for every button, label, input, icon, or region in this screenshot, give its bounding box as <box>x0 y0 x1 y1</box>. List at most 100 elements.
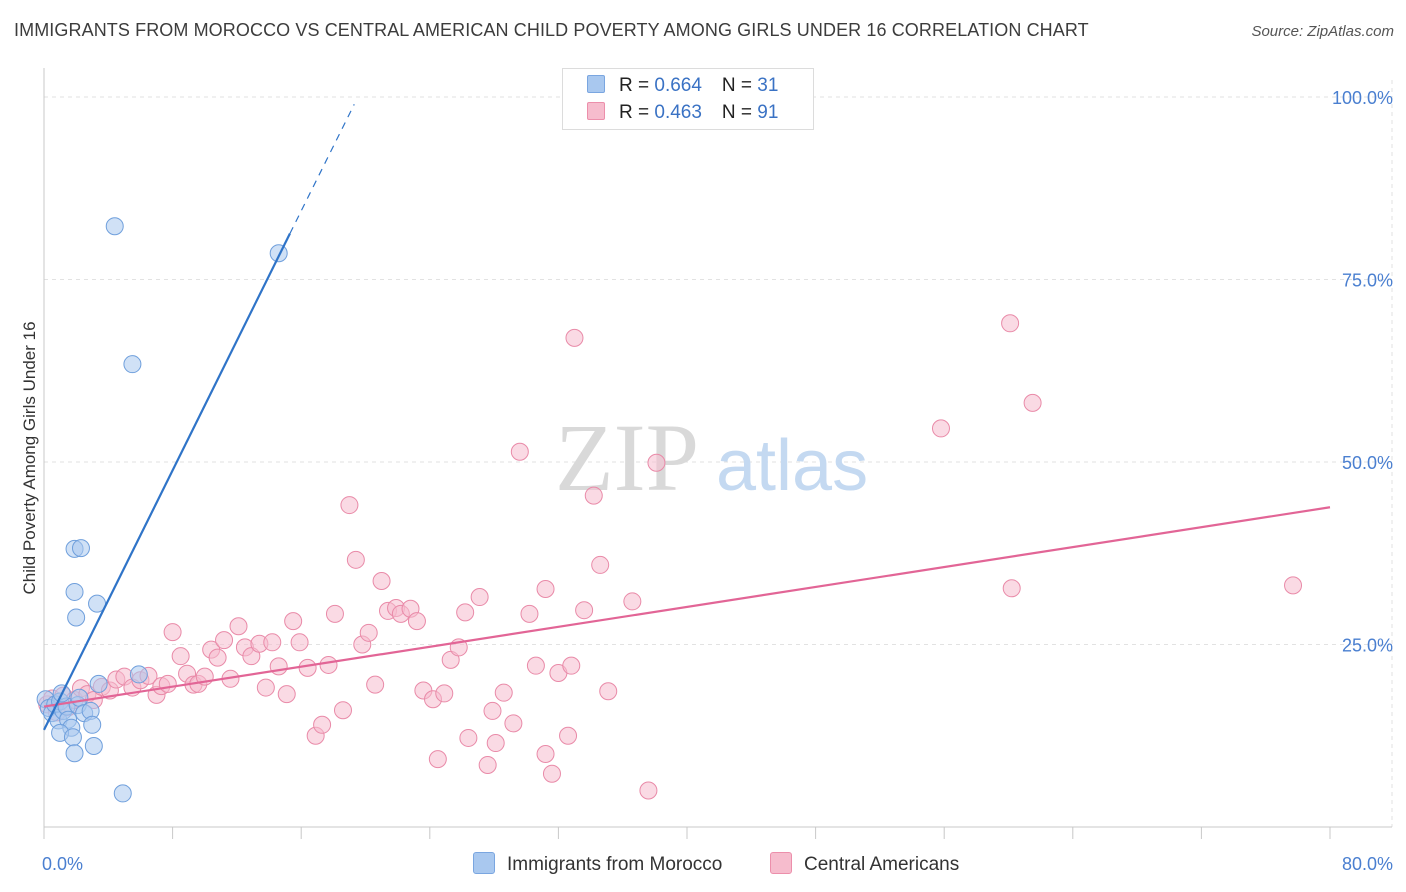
data-point <box>1284 576 1303 595</box>
legend-row-central: R = 0.463 N = 91 <box>587 102 778 128</box>
data-point <box>366 675 385 694</box>
data-point <box>269 244 288 263</box>
data-point <box>158 674 177 693</box>
source-credit: Source: ZipAtlas.com <box>1251 23 1394 40</box>
legend-r-value: 0.463 <box>654 102 702 123</box>
legend-n-value: 31 <box>757 75 779 96</box>
x-tick-label: 0.0% <box>42 854 83 874</box>
data-point <box>83 715 102 734</box>
legend: R = 0.664 N = 31 R = 0.463 N = 91 <box>562 68 814 130</box>
data-point <box>494 683 513 702</box>
y-tick-label: 100.0% <box>1332 88 1393 108</box>
data-point <box>163 623 182 642</box>
y-tick-label: 25.0% <box>1342 636 1393 656</box>
data-point <box>313 715 332 734</box>
data-point <box>623 592 642 611</box>
data-point <box>478 755 497 774</box>
data-point <box>1023 393 1042 412</box>
data-point <box>319 655 338 674</box>
data-point <box>372 571 391 590</box>
data-point <box>599 682 618 701</box>
bottom-legend-morocco: Immigrants from Morocco <box>473 852 722 876</box>
data-point <box>520 604 539 623</box>
tick-labels: 25.0% 50.0% 75.0% 100.0% 0.0% 80.0% <box>42 88 1393 874</box>
trend-line-morocco-extension <box>289 104 355 234</box>
data-point <box>113 784 132 803</box>
data-point <box>89 674 108 693</box>
data-point <box>1002 579 1021 598</box>
data-point <box>428 750 447 769</box>
bottom-legend-label: Immigrants from Morocco <box>507 854 723 875</box>
data-point <box>263 633 282 652</box>
data-point <box>562 656 581 675</box>
data-point <box>931 419 950 438</box>
legend-swatch-morocco <box>587 75 605 93</box>
y-tick-label: 50.0% <box>1342 453 1393 473</box>
bottom-legend-swatch-central <box>770 852 792 874</box>
data-point <box>647 453 666 472</box>
data-point <box>290 633 309 652</box>
data-point <box>215 631 234 650</box>
data-point <box>123 355 142 374</box>
legend-r-label: R = <box>619 75 655 96</box>
data-point <box>536 580 555 599</box>
data-point <box>456 603 475 622</box>
legend-r-value: 0.664 <box>654 75 702 96</box>
bottom-legend-label: Central Americans <box>804 854 960 875</box>
data-point <box>71 539 90 558</box>
data-point <box>536 745 555 763</box>
data-point <box>346 550 365 569</box>
data-point <box>171 647 190 666</box>
data-point <box>504 714 523 733</box>
legend-r-label: R = <box>619 102 655 123</box>
data-point <box>486 734 505 753</box>
data-point <box>340 496 359 515</box>
data-point <box>483 701 502 720</box>
data-point <box>333 701 352 720</box>
data-point <box>105 217 124 236</box>
trend-line-central <box>43 506 1331 708</box>
data-point <box>407 612 426 631</box>
trend-lines <box>43 104 1331 731</box>
legend-n-label: N = <box>721 75 758 96</box>
data-point <box>584 486 603 505</box>
data-point <box>298 658 317 677</box>
data-point <box>65 744 84 763</box>
data-point <box>84 736 103 755</box>
watermark-atlas: atlas <box>716 426 868 506</box>
data-point <box>325 604 344 623</box>
legend-row-morocco: R = 0.664 N = 31 <box>587 75 778 101</box>
data-point <box>559 726 578 745</box>
data-point <box>542 764 561 783</box>
data-point <box>470 588 489 607</box>
y-axis-label: Child Poverty Among Girls Under 16 <box>20 321 39 595</box>
data-point <box>591 555 610 574</box>
legend-swatch-central <box>587 102 605 120</box>
data-point <box>229 617 248 636</box>
data-point <box>269 657 288 676</box>
watermark: ZIP atlas <box>555 404 868 511</box>
data-point <box>129 665 148 684</box>
data-points <box>36 217 1303 803</box>
chart-title: IMMIGRANTS FROM MOROCCO VS CENTRAL AMERI… <box>14 20 1089 40</box>
data-point <box>256 678 275 697</box>
data-point <box>526 656 545 675</box>
legend-n-label: N = <box>721 102 758 123</box>
data-point <box>63 728 82 747</box>
data-point <box>284 612 303 631</box>
data-point <box>459 728 478 747</box>
data-point <box>65 582 84 601</box>
trend-line-morocco <box>43 233 291 731</box>
y-tick-label: 75.0% <box>1342 271 1393 291</box>
data-point <box>435 684 454 703</box>
data-point <box>359 623 378 642</box>
data-point <box>277 685 296 704</box>
data-point <box>208 648 227 667</box>
data-point <box>1001 314 1020 333</box>
data-point <box>565 328 584 347</box>
data-point <box>67 608 86 627</box>
bottom-legend-swatch-morocco <box>473 852 495 874</box>
data-point <box>510 442 529 461</box>
x-tick-label: 80.0% <box>1342 854 1393 874</box>
